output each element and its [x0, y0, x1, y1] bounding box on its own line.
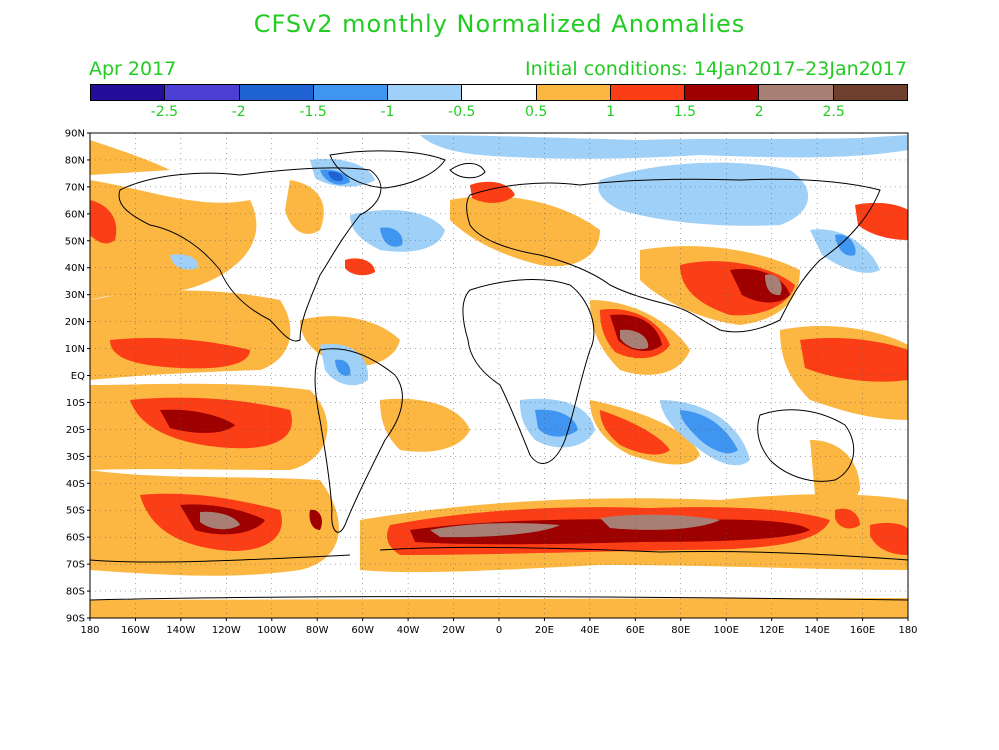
- longitude-label: 120E: [759, 625, 784, 636]
- latitude-label: 90S: [66, 614, 85, 625]
- legend-tick-label: -1: [380, 104, 395, 120]
- latitude-label: 20S: [66, 425, 85, 436]
- color-legend: [90, 84, 908, 101]
- longitude-label: 160W: [121, 625, 150, 636]
- legend-tick-label: -2: [231, 104, 246, 120]
- longitude-label: 60E: [626, 625, 645, 636]
- longitude-label: 180: [898, 625, 917, 636]
- latitude-label: 70S: [66, 560, 85, 571]
- anomaly-band-neg1: [320, 169, 856, 454]
- anomaly-band-neg15: [328, 171, 344, 182]
- longitude-label: 0: [496, 625, 502, 636]
- map-title: CFSv2 monthly Normalized Anomalies: [253, 10, 746, 38]
- legend-swatch: [685, 85, 760, 100]
- longitude-label: 100W: [257, 625, 286, 636]
- latitude-label: 90N: [65, 129, 85, 140]
- anomaly-field: [90, 133, 908, 618]
- legend-swatch: [759, 85, 834, 100]
- longitude-label: 80E: [671, 625, 690, 636]
- initial-conditions: Initial conditions: 14Jan2017–23Jan2017: [525, 58, 907, 80]
- legend-swatch: [833, 85, 907, 100]
- legend-tick-label: 2.5: [822, 104, 845, 120]
- legend-swatch: [536, 85, 611, 100]
- latitude-label: 80N: [65, 155, 85, 166]
- longitude-label: 60W: [351, 625, 374, 636]
- latitude-label: 70N: [65, 182, 85, 193]
- latitude-label: 40N: [65, 263, 85, 274]
- legend-swatch: [91, 85, 166, 100]
- latitude-label: 20N: [65, 317, 85, 328]
- longitude-label: 20E: [535, 625, 554, 636]
- latitude-label: 30S: [66, 452, 85, 463]
- longitude-label: 40E: [580, 625, 599, 636]
- graticule: [90, 133, 908, 618]
- latitude-label: 30N: [65, 290, 85, 301]
- latitude-label: 50S: [66, 506, 85, 517]
- anomaly-band-25: [200, 274, 782, 538]
- legend-swatch: [313, 85, 389, 100]
- longitude-label: 20W: [442, 625, 465, 636]
- longitude-label: 80W: [306, 625, 329, 636]
- latitude-label: 60N: [65, 209, 85, 220]
- legend-tick-label: 1.5: [673, 104, 697, 120]
- longitude-label: 160E: [850, 625, 875, 636]
- forecast-month: Apr 2017: [89, 58, 177, 80]
- longitude-label: 140E: [804, 625, 829, 636]
- latitude-label: 80S: [66, 587, 85, 598]
- legend-swatch: [388, 85, 463, 100]
- latitude-label: 10N: [65, 344, 85, 355]
- longitude-label: 180: [80, 625, 99, 636]
- legend-tick-label: 2: [754, 104, 764, 120]
- legend-swatch: [239, 85, 314, 100]
- latitude-label: 10S: [66, 398, 85, 409]
- longitude-label: 140W: [166, 625, 195, 636]
- legend-tick-label: -1.5: [299, 104, 327, 120]
- latitude-label: 60S: [66, 533, 85, 544]
- coastlines: [90, 150, 908, 601]
- legend-tick-label: 0.5: [525, 104, 548, 120]
- legend-swatch: [165, 85, 240, 100]
- legend-tick-label: 1: [606, 104, 615, 120]
- legend-tick-label: -0.5: [448, 104, 476, 120]
- longitude-label: 100E: [714, 625, 739, 636]
- latitude-label: 40S: [66, 479, 85, 490]
- longitude-label: 40W: [397, 625, 420, 636]
- legend-tick-label: -2.5: [150, 104, 179, 120]
- longitude-label: 120W: [212, 625, 241, 636]
- legend-swatch: [462, 85, 537, 100]
- latitude-label: EQ: [71, 371, 85, 382]
- latitude-label: 50N: [65, 236, 85, 247]
- legend-swatch: [610, 85, 686, 100]
